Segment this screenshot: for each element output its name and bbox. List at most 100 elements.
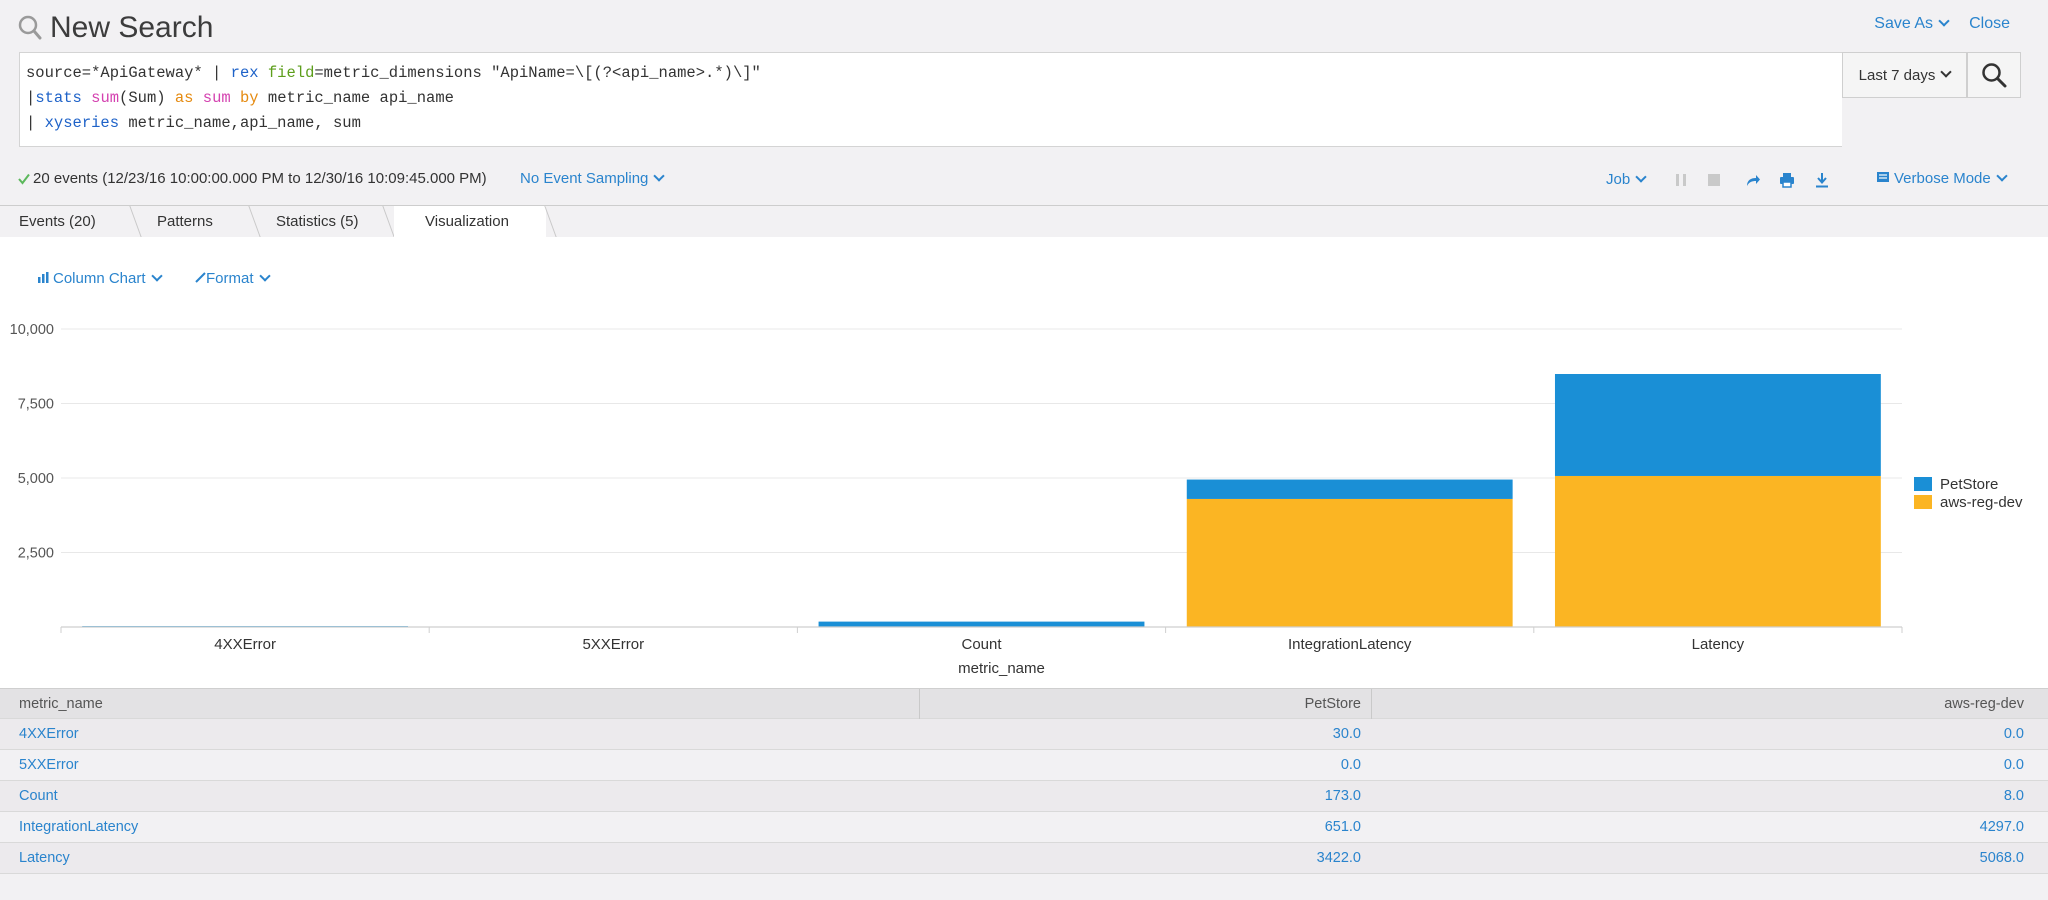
event-sampling-menu[interactable]: No Event Sampling (520, 170, 666, 187)
column-header-metric-name[interactable]: metric_name (19, 696, 103, 712)
y-tick-label: 5,000 (18, 471, 54, 487)
chevron-down-icon (653, 170, 666, 182)
format-label: Format (206, 270, 254, 287)
search-button[interactable] (1967, 52, 2021, 98)
y-tick-label: 10,000 (10, 322, 54, 338)
petstore-value-cell[interactable]: 173.0 (1324, 788, 1361, 804)
bar-segment-petstore[interactable] (1186, 479, 1513, 499)
petstore-value-cell[interactable]: 0.0 (1340, 757, 1361, 773)
metric-name-cell[interactable]: 4XXError (19, 726, 79, 742)
table-row: 5XXError 0.0 0.0 (0, 750, 2048, 781)
metric-name-cell[interactable]: 5XXError (19, 757, 79, 773)
chart-type-label: Column Chart (53, 270, 146, 287)
y-tick-label: 2,500 (18, 546, 54, 562)
table-row: Latency 3422.0 5068.0 (0, 843, 2048, 874)
query-command: xyseries (44, 114, 120, 132)
aws-reg-dev-value-cell[interactable]: 0.0 (2003, 757, 2024, 773)
search-query-input[interactable]: source=*ApiGateway* | rex field=metric_d… (19, 52, 1842, 147)
query-command: rex (230, 64, 259, 82)
query-line-2: |stats sum(Sum) as sum by metric_name ap… (26, 86, 1836, 111)
metric-name-cell[interactable]: Count (19, 788, 58, 804)
query-text: metric_name api_name (258, 89, 454, 107)
legend-label[interactable]: aws-reg-dev (1940, 494, 2023, 511)
table-row: 4XXError 30.0 0.0 (0, 719, 2048, 750)
tab-visualization[interactable]: Visualization (394, 206, 546, 239)
query-command: stats (35, 89, 82, 107)
aws-reg-dev-value-cell[interactable]: 4297.0 (1979, 819, 2024, 835)
tab-divider (544, 206, 557, 237)
table-header-row: metric_name PetStore aws-reg-dev (0, 688, 2048, 719)
chart-type-menu[interactable]: Column Chart (37, 270, 163, 287)
search-icon (18, 15, 42, 40)
legend-swatch[interactable] (1914, 477, 1932, 491)
petstore-value-cell[interactable]: 30.0 (1332, 726, 1361, 742)
query-text (82, 89, 91, 107)
column-divider (1371, 689, 1372, 719)
search-mode-label: Verbose Mode (1894, 170, 1991, 187)
query-text: =metric_dimensions "ApiName=\[(?<api_nam… (314, 64, 761, 82)
print-icon[interactable] (1778, 172, 1796, 188)
x-tick-label: Latency (1692, 636, 1745, 653)
job-menu[interactable]: Job (1606, 171, 1647, 188)
event-sampling-label: No Event Sampling (520, 170, 649, 187)
metric-name-cell[interactable]: Latency (19, 850, 70, 866)
share-icon[interactable] (1744, 172, 1762, 188)
search-mode-menu[interactable]: Verbose Mode (1876, 170, 2008, 187)
petstore-value-cell[interactable]: 651.0 (1324, 819, 1361, 835)
save-as-label: Save As (1874, 15, 1933, 32)
export-icon[interactable] (1813, 172, 1831, 188)
bar-segment-aws-reg-dev[interactable] (1186, 498, 1513, 627)
x-tick-label: Count (961, 636, 1002, 653)
query-line-1: source=*ApiGateway* | rex field=metric_d… (26, 61, 1836, 86)
chevron-down-icon (1996, 170, 2008, 182)
close-link[interactable]: Close (1969, 15, 2010, 32)
x-tick-label: 5XXError (582, 636, 644, 653)
query-text (231, 89, 240, 107)
time-range-label: Last 7 days (1858, 66, 1936, 84)
legend-swatch[interactable] (1914, 495, 1932, 509)
metric-name-cell[interactable]: IntegrationLatency (19, 819, 139, 835)
bar-segment-petstore[interactable] (1554, 373, 1881, 476)
bar-segment-petstore[interactable] (818, 621, 1145, 627)
event-count-text: 20 events (12/23/16 10:00:00.000 PM to 1… (33, 170, 487, 187)
legend-label[interactable]: PetStore (1940, 476, 1998, 493)
aws-reg-dev-value-cell[interactable]: 5068.0 (1979, 850, 2024, 866)
query-text: source=*ApiGateway* | (26, 64, 231, 82)
format-menu[interactable]: Format (195, 270, 271, 287)
query-keyword: as (174, 89, 194, 107)
time-range-picker[interactable]: Last 7 days (1842, 52, 1967, 98)
chevron-down-icon (1635, 171, 1647, 183)
query-keyword: by (240, 89, 259, 107)
query-text (259, 64, 268, 82)
query-text (193, 89, 202, 107)
column-header-petstore[interactable]: PetStore (1304, 696, 1361, 712)
tab-divider (248, 206, 261, 237)
tab-divider (382, 206, 395, 237)
column-divider (919, 689, 920, 719)
stop-icon[interactable] (1705, 172, 1723, 188)
title-row: New Search (18, 8, 213, 48)
checkmark-icon (18, 173, 30, 185)
chevron-down-icon (1940, 66, 1953, 78)
column-header-aws-reg-dev[interactable]: aws-reg-dev (1944, 696, 2024, 712)
petstore-value-cell[interactable]: 3422.0 (1316, 850, 1361, 866)
query-text: | (26, 114, 45, 132)
table-row: IntegrationLatency 651.0 4297.0 (0, 812, 2048, 843)
page-title: New Search (50, 11, 214, 44)
tab-patterns[interactable]: Patterns (157, 213, 213, 230)
query-function: sum (91, 89, 120, 107)
tab-divider (129, 206, 142, 237)
tab-statistics[interactable]: Statistics (5) (276, 213, 359, 230)
column-chart: 2,500 5,000 7,500 10,000 4XXError 5XXError Cou… (10, 322, 2023, 677)
bar-segment-aws-reg-dev[interactable] (1554, 475, 1881, 627)
save-as-menu[interactable]: Save As (1874, 15, 1950, 33)
pencil-icon (195, 272, 206, 283)
tab-events[interactable]: Events (20) (19, 213, 96, 230)
pause-icon[interactable] (1672, 172, 1690, 188)
x-tick-label: 4XXError (214, 636, 276, 653)
table-row: Count 173.0 8.0 (0, 781, 2048, 812)
document-icon (1877, 172, 1889, 182)
aws-reg-dev-value-cell[interactable]: 0.0 (2003, 726, 2024, 742)
query-text: | (26, 89, 36, 107)
aws-reg-dev-value-cell[interactable]: 8.0 (2003, 788, 2024, 804)
